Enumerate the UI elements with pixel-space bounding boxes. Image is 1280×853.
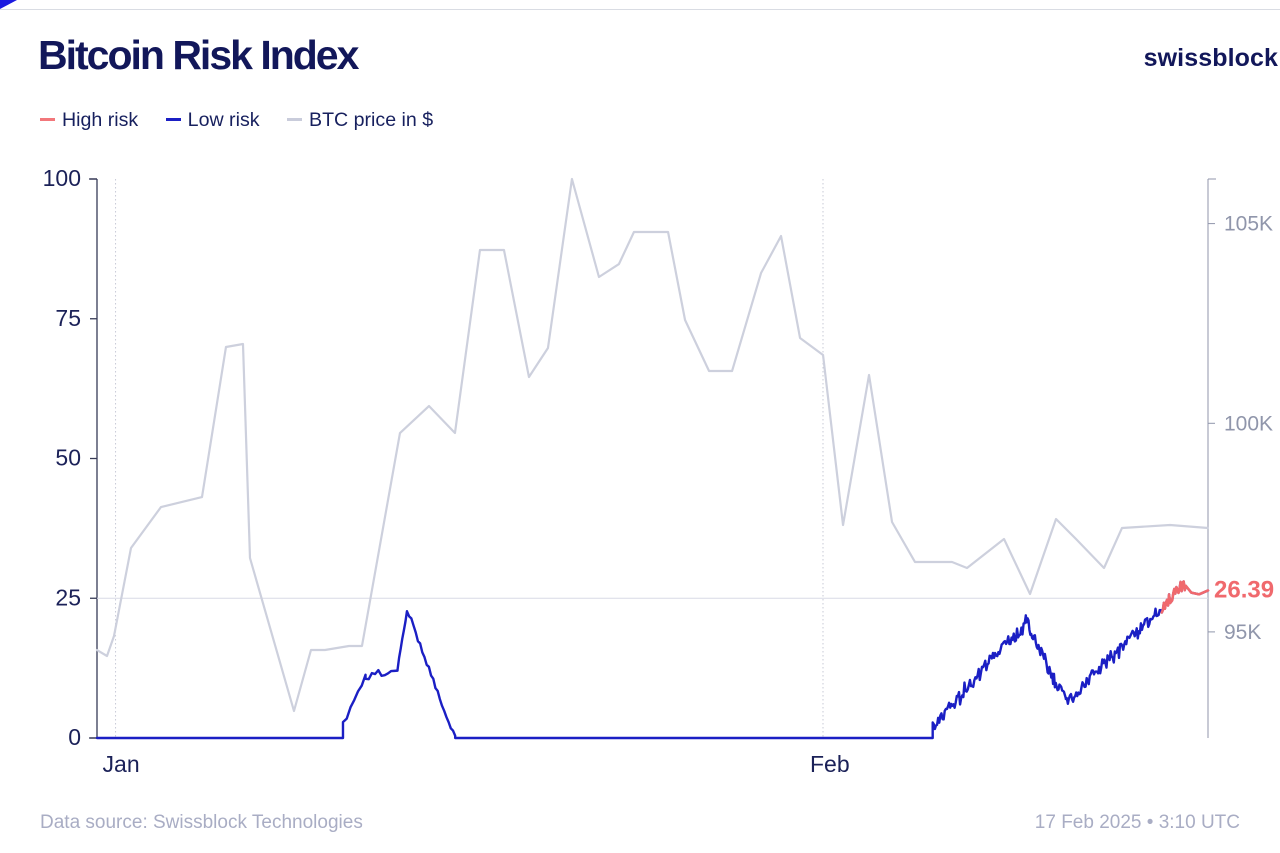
svg-text:Feb: Feb — [810, 751, 850, 777]
svg-text:26.39: 26.39 — [1214, 576, 1274, 603]
svg-text:50: 50 — [55, 445, 81, 471]
svg-text:25: 25 — [55, 584, 81, 610]
svg-text:100K: 100K — [1224, 412, 1273, 435]
svg-text:95K: 95K — [1224, 621, 1261, 644]
svg-text:0: 0 — [68, 724, 81, 750]
svg-text:Jan: Jan — [103, 751, 140, 777]
svg-text:100: 100 — [43, 165, 81, 191]
svg-text:75: 75 — [55, 305, 81, 331]
svg-text:105K: 105K — [1224, 213, 1273, 236]
